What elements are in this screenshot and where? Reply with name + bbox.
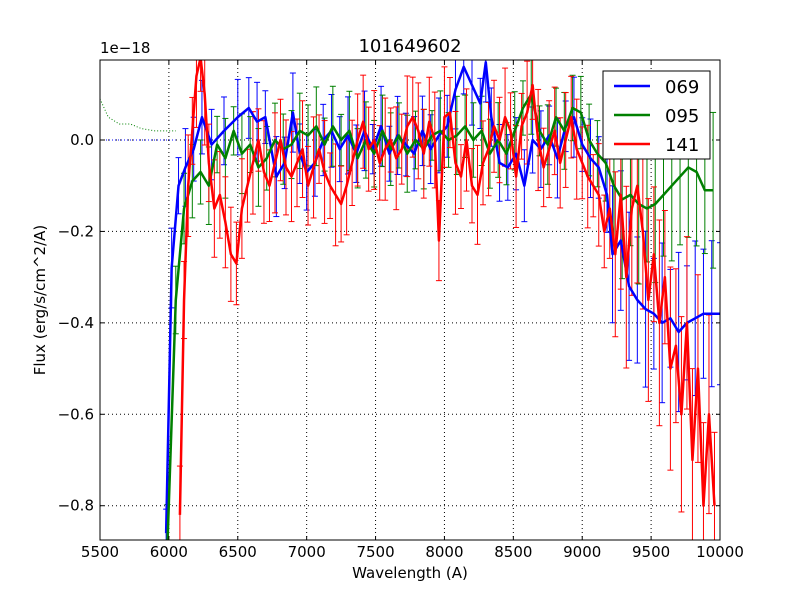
- y-tick-label: −0.4: [58, 314, 94, 332]
- y-tick-label: 0.0: [70, 131, 94, 149]
- x-tick-label: 6000: [150, 543, 188, 561]
- x-tick-label: 9000: [563, 543, 601, 561]
- y-axis-label: Flux (erg/s/cm^2/A): [31, 225, 49, 376]
- y-tick-label: −0.2: [58, 222, 94, 240]
- chart-title: 101649602: [358, 36, 461, 57]
- lines-layer: [164, 60, 720, 540]
- legend-label-141: 141: [665, 135, 699, 156]
- ticks: [99, 60, 721, 540]
- x-tick-label: 10000: [696, 543, 744, 561]
- tick-labels: 5500 6000 6500 7000 7500 8000 8500 9000 9500 1000…: [58, 131, 744, 561]
- y-offset-text: 1e−18: [100, 39, 150, 57]
- legend-label-095: 095: [665, 106, 699, 127]
- x-tick-label: 9500: [632, 543, 670, 561]
- legend: 069 095 141: [602, 70, 711, 160]
- x-tick-label: 8500: [494, 543, 532, 561]
- series-line-069: [164, 61, 720, 534]
- y-tick-label: −0.8: [58, 497, 94, 515]
- legend-entries: 069 095 141: [614, 77, 699, 156]
- x-tick-label: 7500: [356, 543, 394, 561]
- axes-frame: [99, 59, 721, 541]
- guides-layer: [100, 98, 176, 141]
- series-line-141: [178, 60, 716, 515]
- x-tick-label: 8000: [425, 543, 463, 561]
- x-tick-label: 5500: [81, 543, 119, 561]
- plot-area: [100, 60, 720, 540]
- x-tick-label: 7000: [288, 543, 326, 561]
- legend-label-069: 069: [665, 77, 699, 98]
- x-tick-label: 6500: [219, 543, 257, 561]
- y-tick-label: −0.6: [58, 405, 94, 423]
- dotted-guide: [100, 98, 176, 132]
- x-axis-label: Wavelength (A): [352, 564, 468, 582]
